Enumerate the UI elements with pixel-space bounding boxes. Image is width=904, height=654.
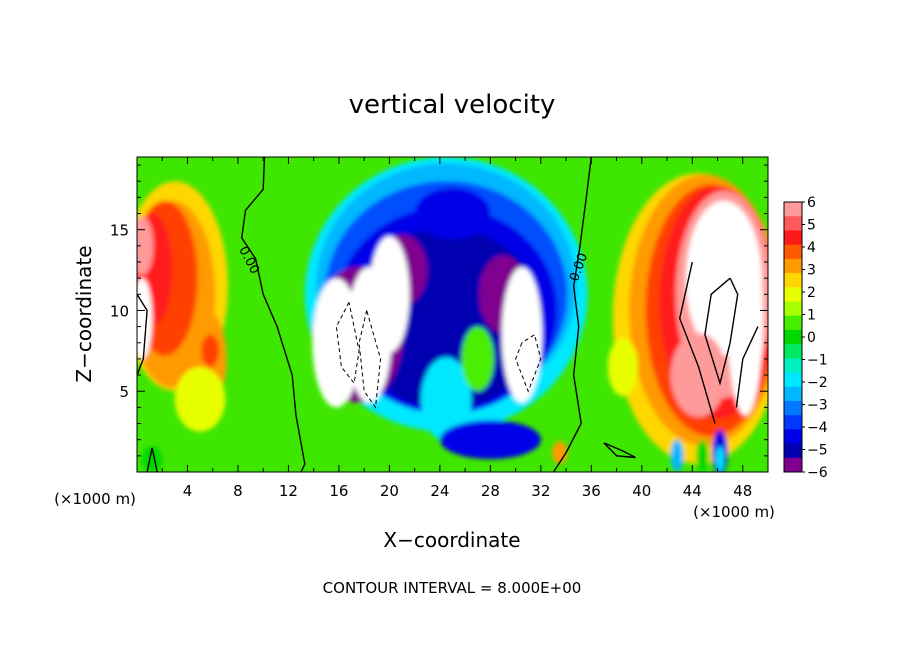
x-tick-label: 4 (183, 482, 193, 500)
positive-contour (735, 326, 759, 408)
colorbar-label: 3 (807, 263, 816, 279)
x-tick-label: 24 (430, 482, 449, 500)
zero-contour-minor (603, 442, 636, 459)
colorbar-swatch (784, 358, 802, 374)
colorbar-swatch (784, 372, 802, 388)
x-tick-label: 8 (233, 482, 243, 500)
colorbar-swatch (784, 344, 802, 359)
neg-jet-right (670, 439, 684, 472)
colorbar-swatch (784, 443, 802, 459)
x-tick-label: 16 (329, 482, 348, 500)
x-tick-label: 28 (481, 482, 500, 500)
colorbar-label: 6 (807, 195, 816, 211)
colorbar-swatch (784, 273, 802, 288)
neg-region (439, 420, 541, 460)
colorbar-swatch (784, 315, 802, 331)
x-axis: 4 8 12 16 20 24 28 32 36 40 44 48 (161, 157, 752, 500)
colorbar-label: 0 (807, 330, 816, 346)
negative-contour (358, 310, 382, 409)
zero-contour-right (552, 157, 592, 472)
colorbar-label: −5 (807, 443, 828, 459)
colorbar-swatch (784, 216, 802, 231)
y-axis: 5 10 15 (110, 164, 768, 457)
x-tick-label: 20 (380, 482, 399, 500)
x-tick-label: 12 (279, 482, 298, 500)
pos-core-left (137, 278, 153, 359)
neg-region (414, 187, 491, 240)
positive-contour (704, 277, 739, 386)
pos-band-left (201, 334, 219, 367)
colorbar-label: −2 (807, 375, 828, 391)
zero-contour-minor (146, 447, 158, 472)
x-tick-label: 40 (632, 482, 651, 500)
negative-contour (515, 333, 542, 393)
neg-jet-right (716, 446, 724, 472)
pos-core-right (670, 333, 727, 418)
positive-contour (678, 261, 716, 424)
zero-contour-left (240, 157, 306, 472)
colorbar-swatch (784, 301, 802, 317)
pos-core-right (727, 221, 763, 416)
colorbar-label: 1 (807, 308, 816, 324)
colorbar-label: −4 (807, 420, 828, 436)
colorbar-swatch (784, 329, 802, 345)
neg-jet-right (696, 439, 709, 472)
x-unit-left: (×1000 m) (54, 490, 136, 508)
colorbar-swatch (784, 287, 802, 302)
chart-title: vertical velocity (349, 90, 556, 120)
y-axis-label: Z−coordinate (72, 245, 96, 382)
positive-contour (137, 293, 148, 376)
colorbar-swatch (784, 400, 802, 416)
colorbar-swatch (784, 386, 802, 402)
contour-lines: 0.00 0.00 (137, 157, 759, 472)
pos-band-right (552, 441, 568, 464)
colorbar-label: −6 (807, 465, 828, 481)
colorbar-label: −1 (807, 353, 828, 369)
x-tick-label: 36 (582, 482, 601, 500)
x-unit-right: (×1000 m) (693, 503, 775, 521)
neg-region (421, 357, 472, 442)
y-tick-label: 10 (110, 302, 129, 320)
pos-band-right (607, 337, 639, 397)
colorbar: 6 5 4 3 2 1 0 −1 −2 −3 −4 −5 −6 (783, 195, 828, 481)
x-tick-label: 44 (683, 482, 702, 500)
colorbar-swatch (784, 415, 802, 430)
neg-region (461, 326, 495, 392)
colorbar-swatch (784, 258, 802, 274)
colorbar-label: 2 (807, 285, 816, 301)
colorbar-swatch (784, 457, 802, 473)
y-tick-label: 5 (119, 383, 129, 401)
x-tick-label: 32 (531, 482, 550, 500)
colorbar-swatch (784, 230, 802, 246)
x-tick-label: 48 (733, 482, 752, 500)
colorbar-swatch (784, 244, 802, 260)
colorbar-swatch (784, 202, 802, 217)
negative-contour (335, 302, 360, 385)
field-feature (142, 446, 163, 472)
colorbar-label: 4 (807, 240, 816, 256)
x-axis-label: X−coordinate (383, 528, 520, 552)
y-tick-label: 15 (110, 222, 129, 240)
neg-core-sat (369, 236, 410, 353)
colorbar-swatch (784, 429, 802, 445)
pos-band-left (174, 367, 226, 432)
colorbar-label: 5 (807, 218, 816, 234)
neg-core-sat (501, 266, 543, 403)
plot-frame (136, 156, 769, 473)
velocity-field (137, 157, 768, 472)
pos-band-left (137, 216, 154, 275)
colorbar-label: −3 (807, 398, 828, 414)
contour-interval-note: CONTOUR INTERVAL = 8.000E+00 (323, 579, 582, 597)
